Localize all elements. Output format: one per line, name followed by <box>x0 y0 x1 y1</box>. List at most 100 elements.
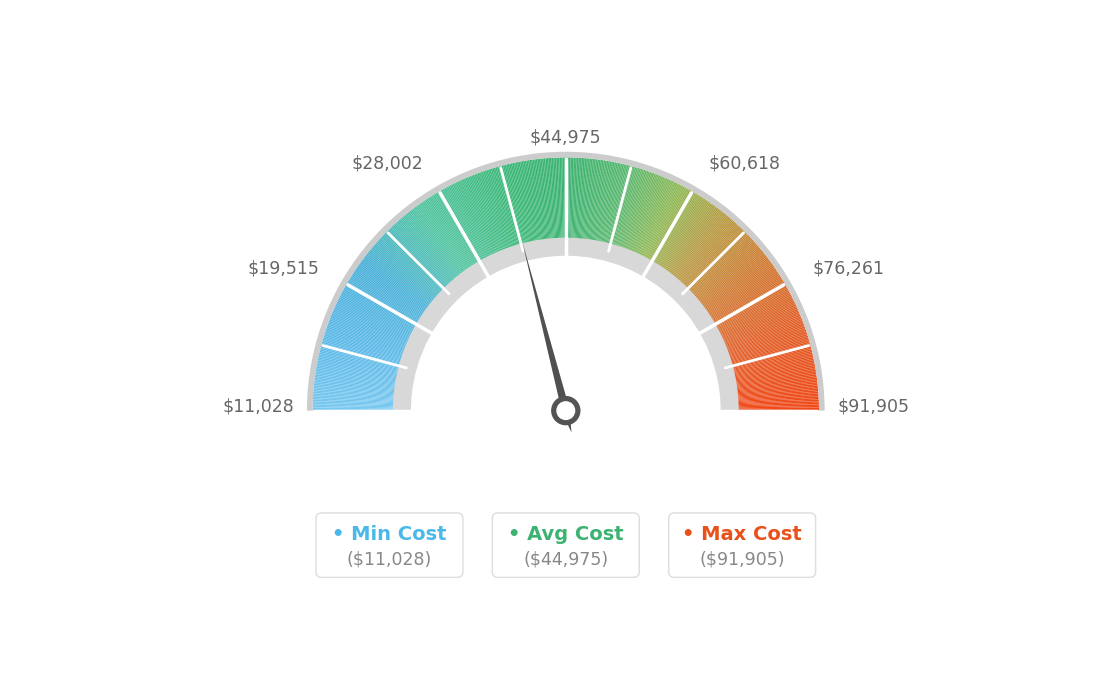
Wedge shape <box>318 355 416 378</box>
Wedge shape <box>636 185 682 274</box>
Wedge shape <box>566 157 569 257</box>
Wedge shape <box>675 232 746 303</box>
Wedge shape <box>370 249 447 313</box>
Wedge shape <box>513 163 535 260</box>
Wedge shape <box>712 334 808 365</box>
Wedge shape <box>351 275 436 329</box>
Wedge shape <box>577 158 586 257</box>
Wedge shape <box>718 369 816 386</box>
Wedge shape <box>519 161 538 259</box>
Wedge shape <box>432 195 485 280</box>
Wedge shape <box>463 179 503 270</box>
Wedge shape <box>455 182 499 273</box>
Wedge shape <box>413 208 474 288</box>
Wedge shape <box>342 290 431 338</box>
Wedge shape <box>613 169 644 264</box>
Text: • Avg Cost: • Avg Cost <box>508 526 624 544</box>
Wedge shape <box>670 225 740 299</box>
Wedge shape <box>344 287 432 337</box>
Wedge shape <box>460 179 503 270</box>
Wedge shape <box>315 380 413 393</box>
Wedge shape <box>661 212 723 290</box>
Wedge shape <box>713 337 808 367</box>
Wedge shape <box>321 342 418 370</box>
Wedge shape <box>490 168 521 264</box>
Wedge shape <box>453 184 498 273</box>
Wedge shape <box>469 176 508 268</box>
Wedge shape <box>317 363 415 383</box>
Wedge shape <box>635 184 681 274</box>
Wedge shape <box>510 163 533 261</box>
Wedge shape <box>314 393 413 401</box>
Wedge shape <box>418 204 477 286</box>
Wedge shape <box>638 187 687 275</box>
Wedge shape <box>657 207 718 288</box>
FancyBboxPatch shape <box>316 513 463 578</box>
Text: ($91,905): ($91,905) <box>700 551 785 569</box>
Wedge shape <box>683 248 761 313</box>
Wedge shape <box>322 339 418 368</box>
Wedge shape <box>679 239 754 308</box>
Wedge shape <box>572 157 577 257</box>
Wedge shape <box>714 344 810 371</box>
Wedge shape <box>399 219 465 295</box>
Wedge shape <box>603 165 629 262</box>
Wedge shape <box>689 258 768 319</box>
Wedge shape <box>459 180 502 271</box>
Wedge shape <box>362 259 443 319</box>
Wedge shape <box>639 188 688 276</box>
Wedge shape <box>716 359 814 380</box>
Wedge shape <box>315 374 414 389</box>
Wedge shape <box>645 193 698 279</box>
Text: $76,261: $76,261 <box>813 259 884 277</box>
Wedge shape <box>312 407 412 410</box>
Wedge shape <box>703 299 794 344</box>
Wedge shape <box>444 188 492 276</box>
Wedge shape <box>691 263 773 322</box>
Wedge shape <box>712 333 807 364</box>
Wedge shape <box>361 261 442 320</box>
Wedge shape <box>708 313 800 352</box>
Wedge shape <box>708 315 800 353</box>
Wedge shape <box>719 377 817 391</box>
Wedge shape <box>708 311 799 351</box>
Wedge shape <box>534 159 548 258</box>
Wedge shape <box>492 168 522 264</box>
Wedge shape <box>325 333 420 364</box>
Wedge shape <box>315 376 414 391</box>
Wedge shape <box>713 342 810 370</box>
Text: $11,028: $11,028 <box>223 397 295 415</box>
Wedge shape <box>633 183 678 273</box>
Wedge shape <box>314 391 413 400</box>
Wedge shape <box>608 167 636 263</box>
Wedge shape <box>720 409 819 411</box>
Wedge shape <box>312 400 412 405</box>
Wedge shape <box>312 404 412 408</box>
Wedge shape <box>640 189 689 277</box>
Wedge shape <box>703 297 793 342</box>
Wedge shape <box>332 310 425 351</box>
Wedge shape <box>502 165 529 262</box>
Wedge shape <box>315 377 413 391</box>
Wedge shape <box>697 279 783 331</box>
Wedge shape <box>633 182 677 273</box>
Wedge shape <box>552 158 559 257</box>
Wedge shape <box>314 382 413 394</box>
Wedge shape <box>380 237 454 306</box>
Wedge shape <box>437 192 488 278</box>
Wedge shape <box>688 257 767 318</box>
Wedge shape <box>477 173 513 266</box>
Wedge shape <box>680 242 756 309</box>
Wedge shape <box>650 199 707 283</box>
Wedge shape <box>316 368 414 386</box>
Wedge shape <box>539 159 551 258</box>
Circle shape <box>556 401 575 420</box>
Wedge shape <box>659 210 721 289</box>
Wedge shape <box>355 268 438 325</box>
Wedge shape <box>647 196 701 281</box>
Wedge shape <box>656 206 715 287</box>
Wedge shape <box>595 162 615 260</box>
Wedge shape <box>400 219 466 295</box>
Wedge shape <box>719 393 818 401</box>
Wedge shape <box>379 239 453 307</box>
